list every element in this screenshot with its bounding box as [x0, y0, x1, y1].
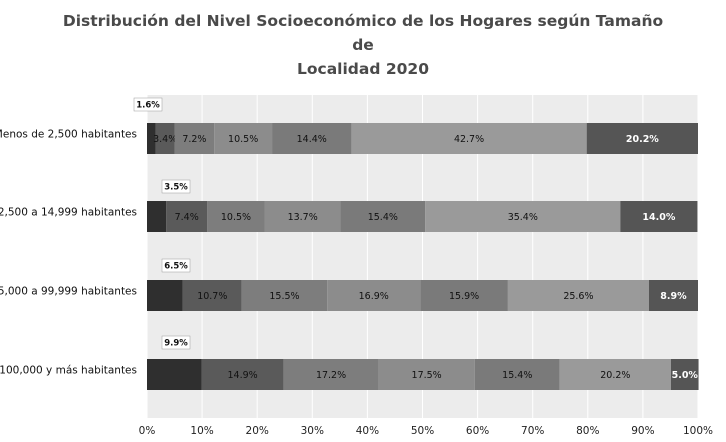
callout-label: 9.9% — [164, 339, 188, 349]
data-label: 17.2% — [316, 370, 346, 381]
data-label: 14.0% — [642, 212, 675, 223]
data-label: 5.0% — [672, 370, 699, 381]
data-label: 35.4% — [508, 212, 538, 223]
bar-segment — [201, 359, 284, 390]
bar-segment — [507, 280, 649, 311]
x-tick-label: 70% — [521, 425, 544, 437]
bar-segment — [264, 201, 341, 232]
bar-segment — [166, 201, 208, 232]
data-label: 15.9% — [449, 291, 479, 302]
bar-segment — [559, 359, 672, 390]
row-label: 2,500 a 14,999 habitantes — [0, 207, 137, 219]
x-tick-label: 90% — [631, 425, 654, 437]
data-label: 20.2% — [626, 134, 659, 145]
bar-segment — [147, 280, 183, 311]
callout-label: 3.5% — [164, 183, 188, 193]
bar-segment — [155, 123, 175, 154]
data-label: 8.9% — [660, 291, 687, 302]
bar-segment — [327, 280, 421, 311]
bar-segment — [378, 359, 475, 390]
data-label: 10.7% — [197, 291, 227, 302]
data-label: 16.9% — [359, 291, 389, 302]
x-tick-label: 20% — [246, 425, 269, 437]
row-label: Menos de 2,500 habitantes — [0, 129, 137, 141]
data-label: 15.4% — [502, 370, 532, 381]
data-label: 10.5% — [228, 134, 258, 145]
bar-segment — [147, 201, 167, 232]
x-tick-label: 80% — [576, 425, 599, 437]
chart-title-line-1: Distribución del Nivel Socioeconómico de… — [62, 12, 664, 54]
data-label: 14.9% — [228, 370, 258, 381]
data-label: 10.5% — [221, 212, 251, 223]
bar-segment — [174, 123, 215, 154]
x-tick-label: 60% — [466, 425, 489, 437]
bar-segment — [586, 123, 698, 154]
x-tick-label: 10% — [190, 425, 213, 437]
x-tick-label: 0% — [139, 425, 156, 437]
x-tick-label: 50% — [411, 425, 434, 437]
bar-segment — [351, 123, 587, 154]
data-label: 14.4% — [297, 134, 327, 145]
x-tick-label: 30% — [301, 425, 324, 437]
data-label: 13.7% — [288, 212, 318, 223]
callout-box — [161, 179, 191, 194]
callout-box — [161, 258, 191, 273]
data-label: 25.6% — [563, 291, 593, 302]
bar-segment — [620, 201, 698, 232]
bar-segment — [182, 280, 242, 311]
data-label: 42.7% — [454, 134, 484, 145]
data-label: 15.5% — [269, 291, 299, 302]
row-label: 100,000 y más habitantes — [0, 365, 137, 377]
chart-title-line-2: Localidad 2020 — [297, 60, 429, 78]
row-label: 15,000 a 99,999 habitantes — [0, 286, 137, 298]
bar-segment — [671, 359, 699, 390]
data-label: 20.2% — [600, 370, 630, 381]
callout-label: 1.6% — [136, 101, 160, 111]
bar-segment — [340, 201, 426, 232]
bar-segment — [425, 201, 621, 232]
bar-segment — [241, 280, 328, 311]
bar-segment — [648, 280, 698, 311]
callout-box — [161, 335, 191, 350]
data-label: 7.2% — [182, 134, 206, 145]
bar-segment — [272, 123, 352, 154]
data-label: 3.4% — [153, 134, 177, 145]
callout-label: 6.5% — [164, 262, 188, 272]
bar-segment — [283, 359, 379, 390]
data-label: 15.4% — [368, 212, 398, 223]
bar-segment — [420, 280, 508, 311]
bar-segment — [147, 123, 156, 154]
bar-segment — [214, 123, 273, 154]
data-label: 7.4% — [175, 212, 199, 223]
bar-segment — [207, 201, 265, 232]
bar-segment — [474, 359, 560, 390]
chart-title: Distribución del Nivel Socioeconómico de… — [60, 9, 666, 81]
bar-segment — [147, 359, 202, 390]
x-tick-label: 40% — [356, 425, 379, 437]
x-tick-label: 100% — [683, 425, 713, 437]
callout-box — [133, 97, 163, 112]
data-label: 17.5% — [412, 370, 442, 381]
